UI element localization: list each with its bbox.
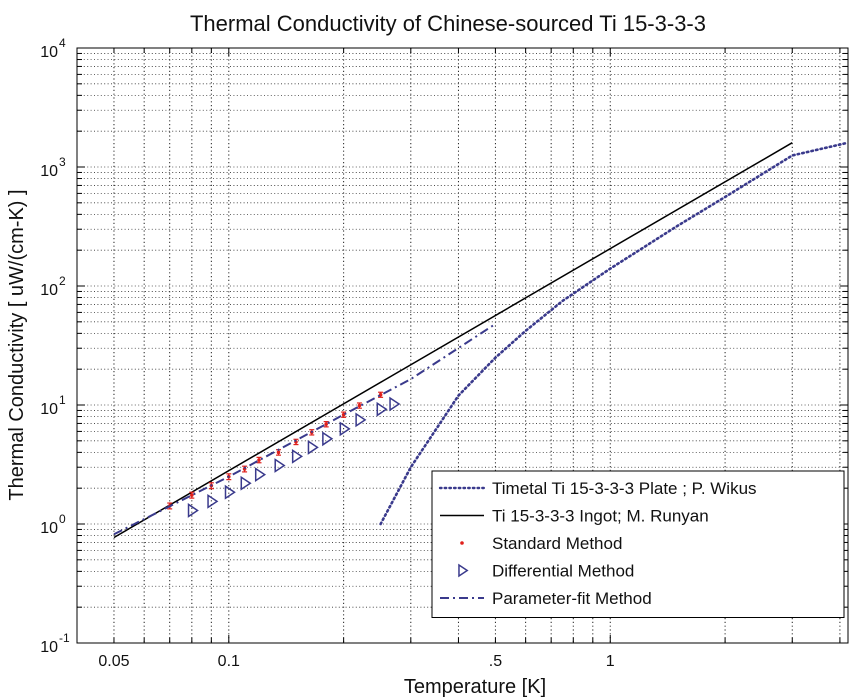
- y-tick-exponent: 2: [59, 274, 66, 288]
- y-tick-exponent: 0: [59, 512, 66, 526]
- differential-marker: [389, 396, 401, 412]
- legend-label: Standard Method: [492, 534, 622, 553]
- series-4: [113, 323, 496, 536]
- chart-title: Thermal Conductivity of Chinese-sourced …: [190, 11, 706, 36]
- differential-marker: [187, 503, 199, 518]
- legend-label: Differential Method: [492, 562, 634, 581]
- standard-point: [324, 422, 328, 426]
- differential-marker: [307, 440, 319, 455]
- x-tick-label: 0.05: [98, 653, 129, 670]
- legend-label: Parameter-fit Method: [492, 589, 652, 608]
- differential-marker: [376, 401, 388, 417]
- y-tick-label: 10: [40, 520, 58, 537]
- series-line: [113, 142, 793, 539]
- differential-marker: [322, 431, 334, 447]
- plot-frame: [76, 47, 849, 644]
- y-axis-label: Thermal Conductivity [ uW/(cm-K) ]: [6, 189, 28, 500]
- series-0: [379, 141, 850, 526]
- legend: Timetal Ti 15-3-3-3 Plate ; P. Wikus Ti 1…: [431, 470, 845, 618]
- y-tick-label: 10: [40, 282, 58, 299]
- y-tick-label: 10: [40, 163, 58, 180]
- x-tick-label: 1: [606, 653, 615, 670]
- series-line: [113, 323, 496, 536]
- legend-label: Ti 15-3-3-3 Ingot; M. Runyan: [492, 507, 709, 526]
- differential-marker: [274, 458, 286, 473]
- grid: [76, 48, 848, 643]
- series-line: [379, 141, 850, 526]
- legend-swatch: [458, 563, 469, 578]
- legend-swatch: [460, 541, 464, 545]
- differential-marker: [355, 412, 367, 428]
- x-tick-label: .5: [489, 653, 502, 670]
- y-tick-exponent: 3: [59, 155, 66, 169]
- standard-point: [276, 450, 281, 455]
- y-tick-exponent: 4: [59, 36, 66, 50]
- series-layer: [113, 141, 850, 539]
- differential-marker: [339, 421, 351, 437]
- legend-label: Timetal Ti 15-3-3-3 Plate ; P. Wikus: [492, 479, 757, 498]
- y-tick-label: 10: [40, 639, 58, 656]
- series-1: [113, 142, 793, 539]
- differential-marker: [291, 448, 304, 464]
- differential-marker: [207, 493, 219, 509]
- y-tick-exponent: 1: [59, 393, 66, 407]
- differential-marker: [240, 475, 252, 491]
- differential-marker: [254, 467, 267, 483]
- y-tick-exponent: -1: [59, 631, 70, 645]
- x-axis-label: Temperature [K]: [404, 676, 546, 698]
- y-tick-label: 10: [40, 44, 58, 61]
- legend-box: [431, 470, 845, 618]
- x-tick-label: 0.1: [218, 653, 240, 670]
- standard-point: [357, 403, 362, 408]
- y-tick-label: 10: [40, 401, 58, 418]
- differential-marker: [224, 484, 236, 500]
- standard-point: [257, 458, 261, 462]
- standard-point: [190, 493, 194, 497]
- series-3: [187, 396, 401, 518]
